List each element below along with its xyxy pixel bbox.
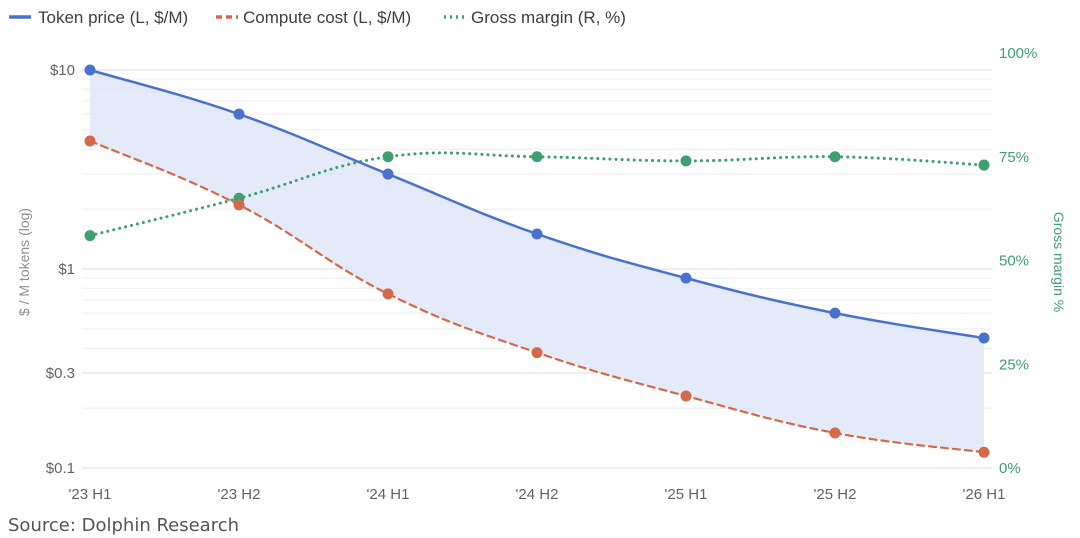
x-axis-tick-label: '24 H1 [367,486,410,503]
right-axis-tick-label: 100% [999,45,1037,62]
data-point-gross-margin [84,230,96,242]
data-point-compute-cost [84,135,96,147]
left-axis-tick-label: $1 [58,261,75,278]
series-points [84,64,990,458]
data-point-token-price [233,108,245,120]
x-axis-tick-label: '25 H1 [665,486,708,503]
source-note: Source: Dolphin Research [8,515,239,536]
x-axis-tick-label: '26 H1 [963,486,1006,503]
legend-label-gross-margin: Gross margin (R, %) [471,8,626,27]
data-point-compute-cost [978,446,990,458]
x-axis-tick-label: '25 H2 [814,486,857,503]
x-axis-tick-label: '23 H1 [69,486,112,503]
data-point-compute-cost [233,199,245,211]
right-axis-tick-label: 75% [999,149,1029,166]
legend-label-compute-cost: Compute cost (L, $/M) [243,8,411,27]
right-axis-tick-label: 25% [999,356,1029,373]
data-point-gross-margin [829,151,841,163]
data-point-gross-margin [382,151,394,163]
data-point-token-price [84,64,96,76]
data-point-token-price [978,332,990,344]
right-axis-tick-label: 50% [999,253,1029,270]
data-point-token-price [829,307,841,319]
legend: Token price (L, $/M) Compute cost (L, $/… [9,8,626,27]
right-axis-tick-label: 0% [999,460,1021,477]
left-axis-tick-label: $0.1 [46,460,75,477]
data-point-token-price [531,228,543,240]
data-point-compute-cost [829,427,841,439]
left-axis-label: $ / M tokens (log) [16,208,32,316]
right-axis-label: Gross margin % [1051,212,1067,312]
legend-label-token-price: Token price (L, $/M) [38,8,188,27]
left-axis-tick-label: $0.3 [46,365,75,382]
x-axis-tick-label: '23 H2 [218,486,261,503]
data-point-compute-cost [382,288,394,300]
axis-ticks: $10 $1 $0.3 $0.1 100% 75% 50% 25% 0% '23 H1 '23 H2… [46,45,1038,503]
left-axis-tick-label: $10 [50,62,75,79]
shaded-margin-area [90,70,984,453]
data-point-compute-cost [680,390,692,402]
data-point-gross-margin [978,159,990,171]
data-point-compute-cost [531,347,543,359]
x-axis-tick-label: '24 H2 [516,486,559,503]
data-point-token-price [680,272,692,284]
shaded-area-between-price-and-cost [90,70,984,453]
data-point-gross-margin [531,151,543,163]
data-point-token-price [382,168,394,180]
data-point-gross-margin [680,155,692,167]
